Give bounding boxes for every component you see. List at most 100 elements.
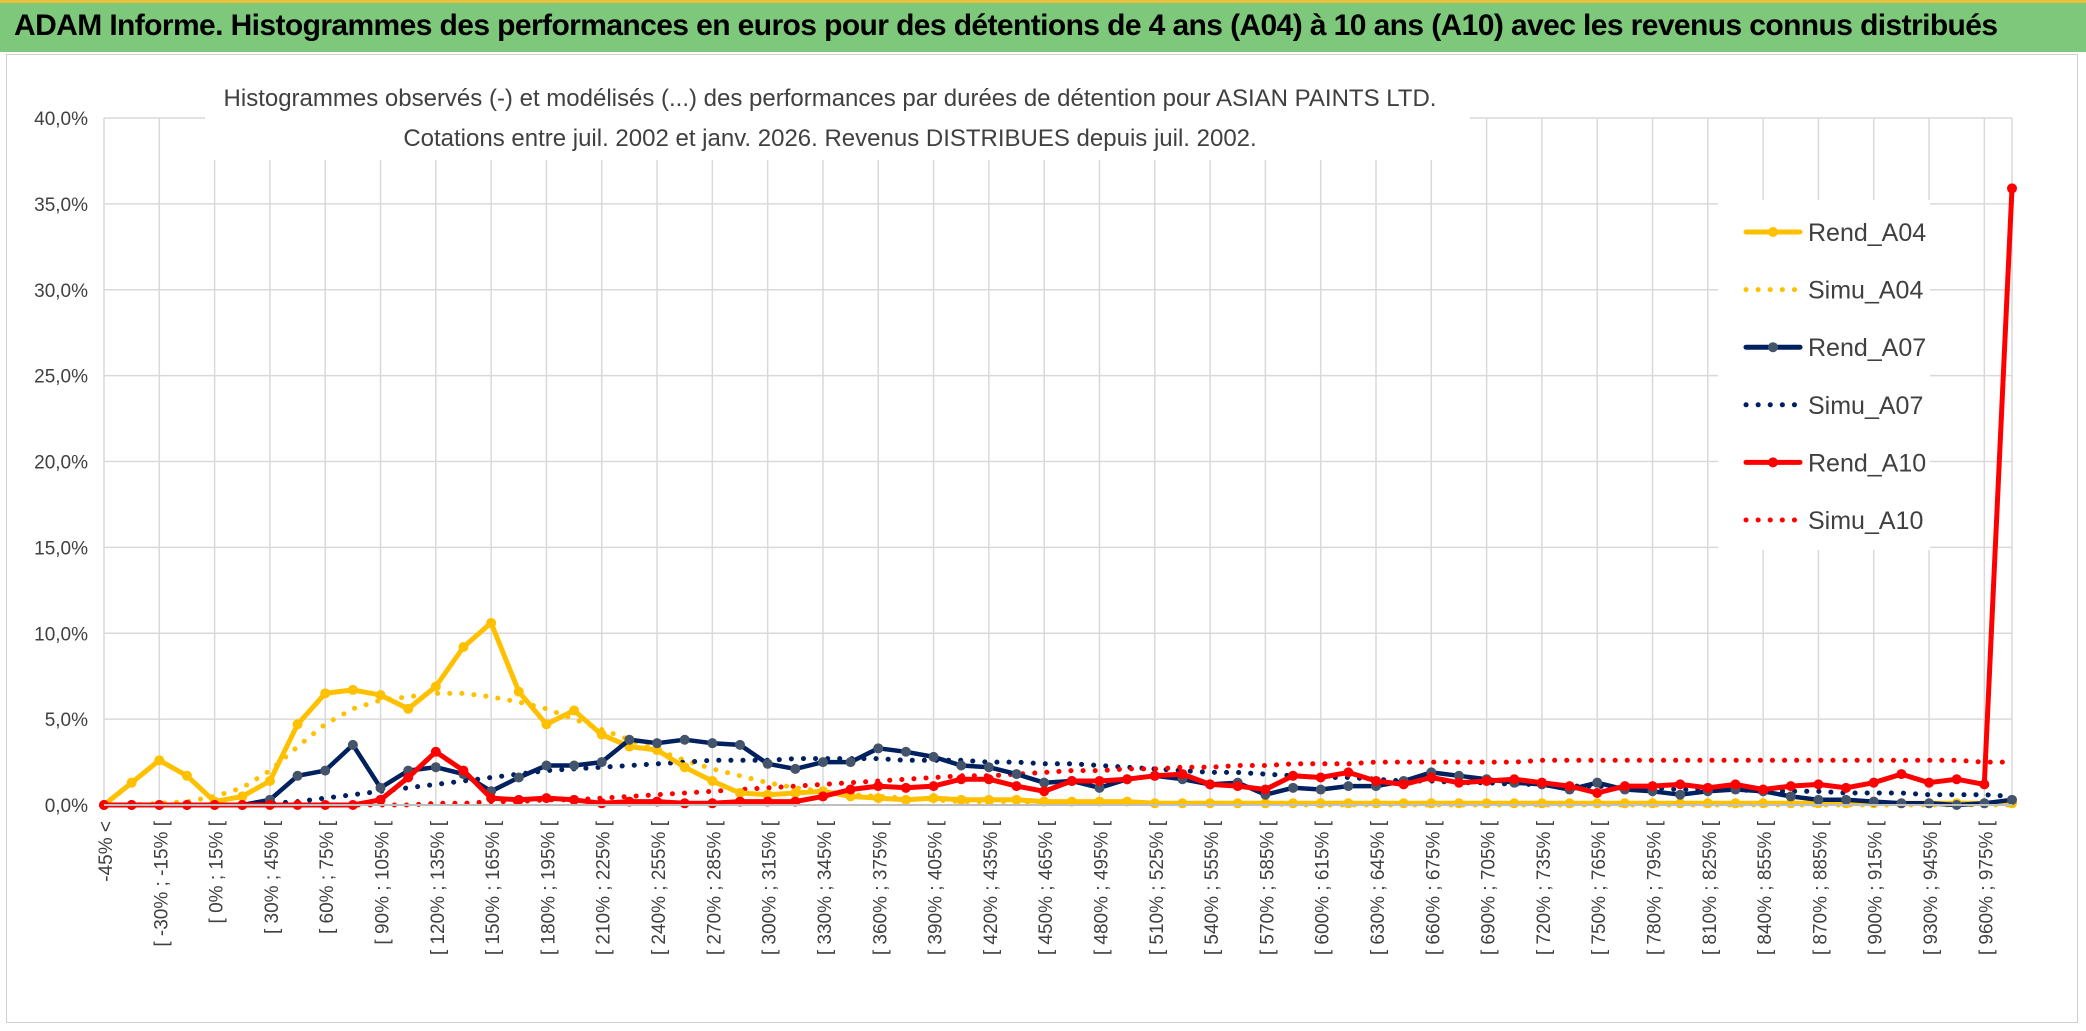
point-rend-a10 — [541, 793, 552, 804]
point-rend-a10 — [1896, 769, 1907, 780]
point-rend-a10 — [1011, 781, 1022, 792]
chart-title: Histogrammes observés (-) et modélisés (… — [224, 85, 1437, 112]
point-rend-a07 — [873, 743, 884, 754]
x-tick-label: [ 630% ; 645% [ — [1368, 820, 1389, 955]
point-rend-a04 — [1205, 798, 1216, 809]
point-rend-a07 — [1011, 769, 1022, 780]
point-rend-a07 — [320, 765, 331, 776]
report-title: ADAM Informe. Histogrammes des performan… — [14, 9, 1998, 42]
point-rend-a10 — [873, 781, 884, 792]
y-tick-label: 20,0% — [34, 453, 88, 474]
point-rend-a07 — [1453, 770, 1464, 781]
point-rend-a10 — [1094, 775, 1105, 786]
point-rend-a04 — [347, 684, 358, 695]
point-rend-a04 — [1453, 798, 1464, 809]
point-rend-a07 — [1094, 782, 1105, 793]
point-rend-a10 — [1785, 781, 1796, 792]
x-tick-label: [ 210% ; 225% [ — [594, 820, 615, 955]
point-rend-a10 — [1260, 784, 1271, 795]
point-rend-a04 — [1758, 798, 1769, 809]
x-tick-label: [ 420% ; 435% [ — [981, 820, 1002, 955]
point-rend-a10 — [1177, 769, 1188, 780]
point-rend-a04 — [513, 686, 524, 697]
point-rend-a04 — [983, 794, 994, 805]
point-rend-a07 — [292, 770, 303, 781]
point-rend-a10 — [956, 774, 967, 785]
point-rend-a07 — [347, 739, 358, 750]
point-rend-a04 — [320, 688, 331, 699]
x-tick-label: [ 720% ; 735% [ — [1534, 820, 1555, 955]
point-rend-a10 — [928, 781, 939, 792]
x-tick-label: [ 150% ; 165% [ — [483, 820, 504, 955]
series-rend-a04-line — [101, 620, 2015, 808]
point-rend-a07 — [707, 738, 718, 749]
point-rend-a04 — [735, 787, 745, 798]
x-tick-label: [ 270% ; 285% [ — [704, 820, 725, 955]
point-rend-a10 — [707, 798, 718, 809]
point-rend-a04 — [1011, 794, 1022, 805]
point-rend-a07 — [735, 739, 745, 750]
point-rend-a07 — [1343, 781, 1354, 792]
point-rend-a07 — [817, 757, 828, 768]
point-rend-a10 — [1398, 779, 1409, 790]
point-rend-a04 — [652, 745, 663, 756]
x-tick-label: [ 900% ; 915% [ — [1866, 820, 1887, 955]
point-rend-a04 — [1536, 798, 1547, 809]
point-rend-a07 — [652, 738, 663, 749]
point-rend-a10 — [1979, 779, 1990, 790]
x-tick-label: [ 870% ; 885% [ — [1810, 820, 1831, 955]
point-rend-a10 — [513, 794, 524, 805]
x-tick-label: [ 450% ; 465% [ — [1036, 820, 1057, 955]
point-rend-a04 — [264, 775, 275, 786]
point-rend-a10 — [1813, 779, 1824, 790]
y-tick-label: 10,0% — [34, 624, 88, 645]
series-rend-a07-line — [101, 737, 2015, 808]
point-rend-a04 — [1288, 798, 1299, 809]
point-rend-a10 — [1730, 779, 1741, 790]
point-rend-a07 — [1813, 794, 1824, 805]
point-rend-a04 — [181, 770, 192, 781]
point-rend-a07 — [956, 760, 967, 771]
point-rend-a07 — [1785, 791, 1796, 802]
point-rend-a10 — [1481, 775, 1492, 786]
point-rend-a04 — [486, 617, 497, 628]
point-rend-a04 — [900, 794, 911, 805]
x-tick-label: [ 510% ; 525% [ — [1147, 820, 1168, 955]
point-rend-a10 — [486, 793, 497, 804]
series-simu-a07-line — [101, 756, 2015, 808]
point-rend-a04 — [375, 690, 386, 701]
x-tick-label: [ 690% ; 705% [ — [1479, 820, 1500, 955]
point-rend-a10 — [403, 772, 414, 783]
point-rend-a07 — [1592, 777, 1603, 788]
point-rend-a04 — [1343, 798, 1354, 809]
point-rend-a10 — [1758, 784, 1769, 795]
point-rend-a04 — [1619, 798, 1630, 809]
legend-label-rend-a07: Rend_A07 — [1808, 334, 1926, 362]
point-rend-a07 — [790, 763, 801, 774]
point-rend-a10 — [1288, 770, 1299, 781]
point-rend-a10 — [596, 798, 607, 809]
point-rend-a10 — [1122, 774, 1133, 785]
point-rend-a10 — [1675, 779, 1686, 790]
point-rend-a04 — [1149, 798, 1160, 809]
point-rend-a10 — [1426, 772, 1437, 783]
point-rend-a07 — [375, 782, 386, 793]
point-rend-a10 — [983, 774, 994, 785]
x-tick-label: [ 840% ; 855% [ — [1755, 820, 1776, 955]
point-rend-a04 — [1592, 798, 1603, 809]
point-rend-a10 — [1066, 775, 1077, 786]
x-tick-label: [ 960% ; 975% [ — [1976, 820, 1997, 955]
axis-layer: 0,0% 5,0% 10,0% 15,0% 20,0% 25,0% 30,0% 35,0% 40… — [34, 109, 2012, 955]
point-rend-a10 — [845, 784, 856, 795]
point-rend-a07 — [845, 757, 856, 768]
y-tick-label: 35,0% — [34, 195, 88, 216]
x-tick-label: [ 60% ; 75% [ — [317, 820, 338, 934]
title-background — [205, 78, 1470, 160]
x-tick-label: [ 540% ; 555% [ — [1202, 820, 1223, 955]
point-rend-a07 — [1675, 789, 1686, 800]
point-rend-a10 — [1868, 777, 1879, 788]
point-rend-a10 — [1841, 782, 1852, 793]
point-rend-a04 — [956, 794, 967, 805]
point-rend-a04 — [790, 787, 801, 798]
